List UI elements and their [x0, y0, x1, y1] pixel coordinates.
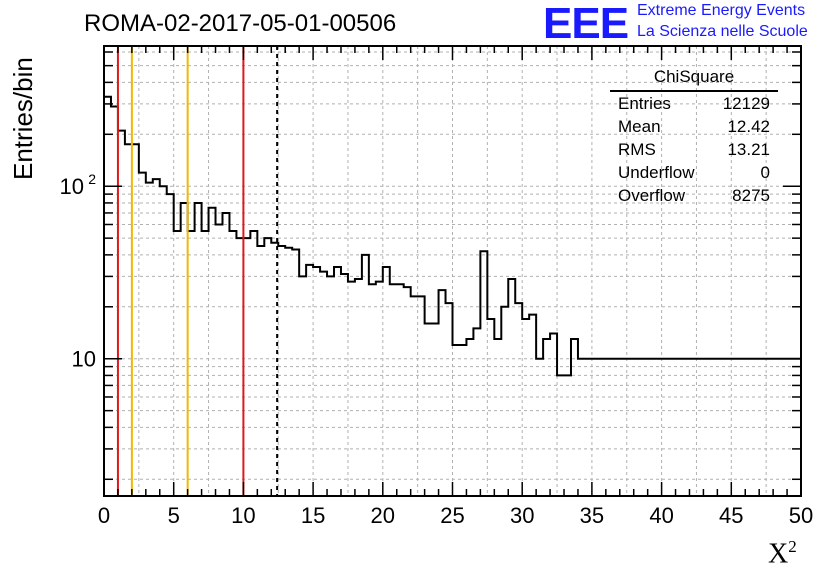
x-tick-label: 40: [649, 503, 673, 528]
x-tick-label: 20: [371, 503, 395, 528]
stats-label: Entries: [618, 94, 671, 113]
stats-title: ChiSquare: [610, 66, 778, 92]
stats-value: 12129: [722, 94, 770, 113]
stats-box: ChiSquare Entries 12129 Mean 12.42 RMS 13.2…: [610, 66, 778, 207]
stats-value: 13.21: [727, 140, 770, 159]
stats-value: 12.42: [727, 117, 770, 136]
stats-row-mean: Mean 12.42: [610, 115, 778, 138]
eee-logo-line2: La Scienza nelle Scuole: [637, 23, 808, 40]
stats-label: RMS: [618, 140, 656, 159]
y-tick-label: 10: [72, 347, 96, 372]
y-axis-label: Entries/bin: [8, 57, 38, 180]
x-tick-label: 35: [580, 503, 604, 528]
stats-row-rms: RMS 13.21: [610, 138, 778, 161]
stats-row-entries: Entries 12129: [610, 92, 778, 115]
x-tick-label: 0: [98, 503, 110, 528]
stats-label: Underflow: [618, 163, 695, 182]
stats-label: Mean: [618, 117, 661, 136]
stats-label: Overflow: [618, 186, 686, 205]
stats-value: 0: [760, 163, 770, 182]
x-tick-label: 15: [301, 503, 325, 528]
x-tick-label: 25: [440, 503, 464, 528]
x-tick-label: 5: [168, 503, 180, 528]
x-tick-label: 50: [789, 503, 813, 528]
histogram-series: [104, 95, 801, 377]
y-tick-superscript: 2: [88, 171, 96, 187]
x-axis-label: X2: [768, 537, 797, 570]
x-tick-label: 30: [510, 503, 534, 528]
eee-logo-line1: Extreme Energy Events: [637, 2, 806, 19]
y-tick-label: 10: [60, 174, 84, 199]
stats-row-overflow: Overflow 8275: [610, 184, 778, 207]
run-title: ROMA-02-2017-05-01-00506: [84, 10, 397, 37]
stats-value: 8275: [732, 186, 770, 205]
x-tick-label: 45: [719, 503, 743, 528]
stats-row-underflow: Underflow 0: [610, 161, 778, 184]
x-tick-label: 10: [231, 503, 255, 528]
eee-logo: EEE: [543, 0, 629, 48]
